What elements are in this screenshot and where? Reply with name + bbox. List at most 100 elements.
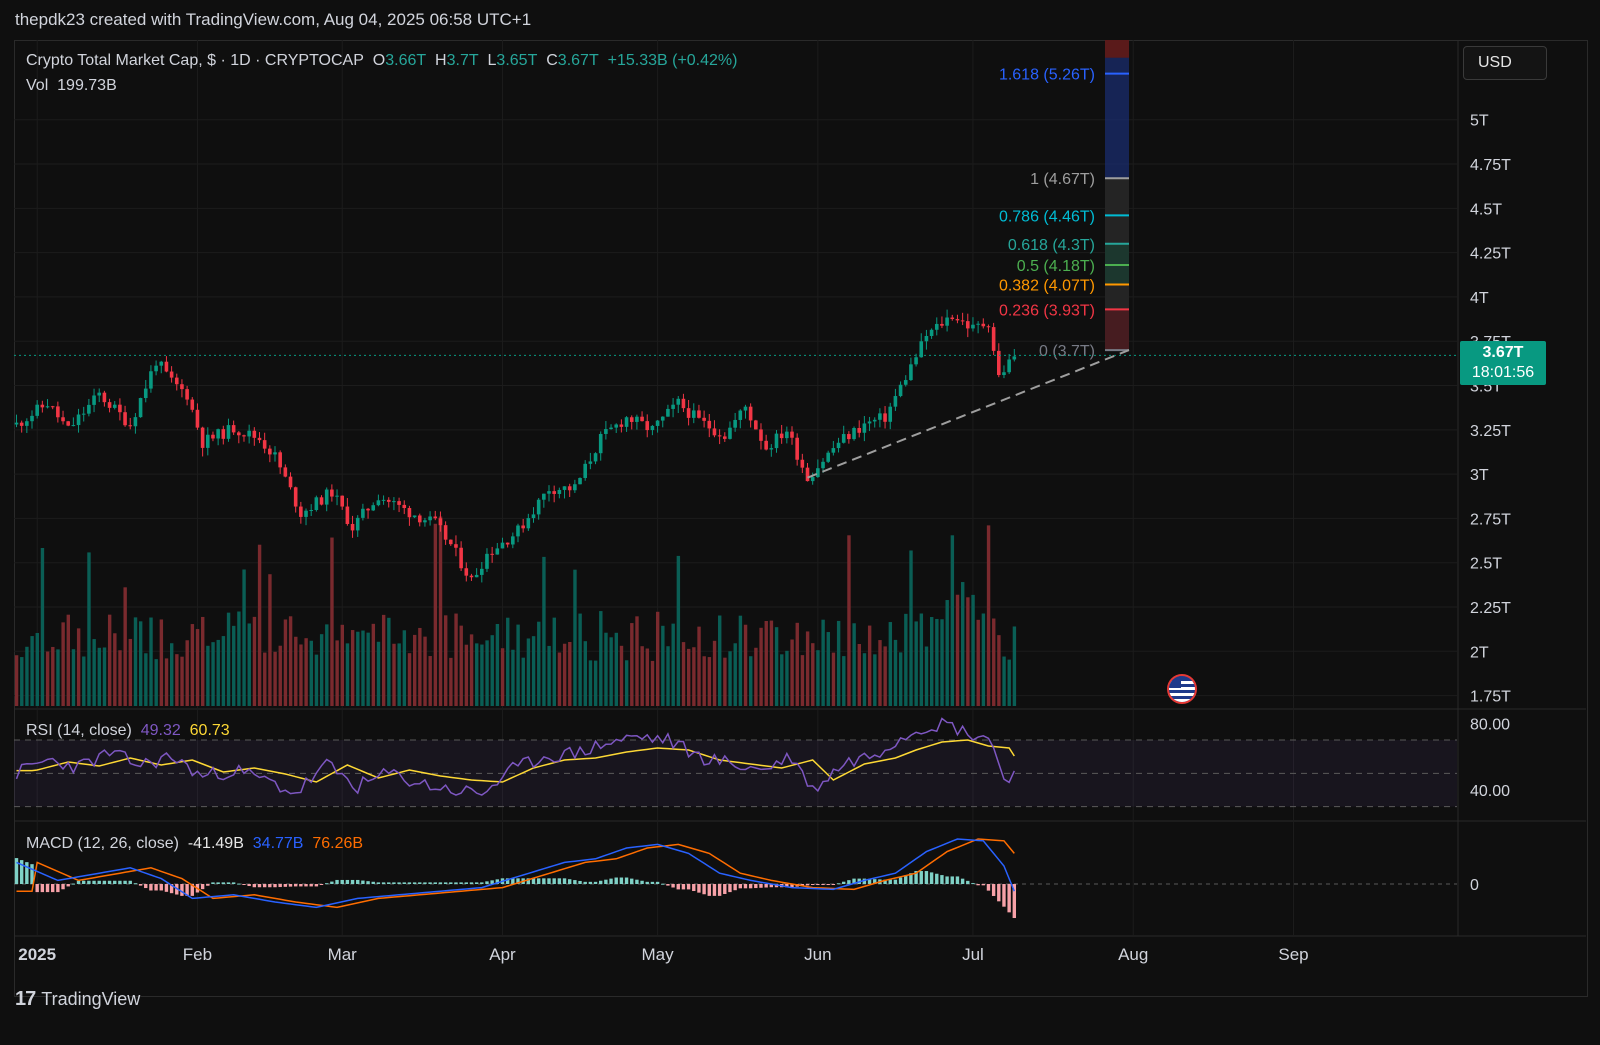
candle-body: [335, 495, 339, 497]
candle-body: [774, 433, 779, 449]
candle-body: [697, 410, 701, 418]
volume-bar: [345, 643, 350, 706]
macd-histogram-bar: [935, 873, 939, 884]
macd-histogram-bar: [630, 878, 634, 884]
high-value: 3.7T: [446, 52, 479, 69]
candle-body: [288, 476, 293, 488]
currency-button[interactable]: USD: [1463, 46, 1547, 80]
candle-body: [878, 413, 882, 420]
volume-bar: [749, 656, 753, 706]
macd-histogram-bar: [717, 884, 722, 896]
footer-brand[interactable]: 17 TradingView: [15, 988, 140, 1011]
candle-body: [273, 452, 277, 455]
volume-bar: [195, 629, 200, 706]
volume-bar: [640, 646, 644, 706]
macd-tick-label: 0: [1470, 877, 1479, 894]
candle-body: [247, 430, 251, 437]
candle-body: [867, 421, 872, 424]
candle-body: [593, 453, 598, 462]
candle-body: [728, 427, 732, 439]
y-tick-label: 3T: [1470, 467, 1489, 484]
candle-body: [464, 568, 469, 576]
volume-bar: [924, 646, 929, 706]
candle-body: [149, 371, 153, 389]
candle-body: [50, 406, 55, 408]
volume-bar: [257, 544, 262, 706]
candle-body: [1002, 372, 1006, 376]
symbol-name[interactable]: Crypto Total Market Cap, $ · 1D · CRYPTO…: [26, 52, 364, 69]
macd-histogram-bar: [754, 884, 758, 889]
macd-histogram-bar: [242, 884, 246, 885]
volume-bar: [232, 625, 236, 706]
macd-histogram-bar: [449, 882, 453, 884]
volume-bar: [66, 614, 70, 706]
candle-body: [19, 422, 24, 426]
macd-histogram-bar: [950, 876, 954, 884]
candle-body: [650, 425, 655, 431]
last-price: 3.67T: [1482, 344, 1524, 361]
volume-bar: [144, 653, 148, 706]
volume-bar: [738, 615, 743, 706]
candle-body: [681, 398, 686, 409]
volume-bar: [180, 656, 184, 706]
macd-histogram-bar: [433, 882, 437, 884]
candle-body: [671, 404, 675, 409]
last-price-tag: 3.67T 18:01:56: [1460, 341, 1546, 385]
macd-histogram-bar: [283, 884, 288, 887]
macd-histogram-bar: [909, 873, 913, 884]
macd-histogram-bar: [847, 880, 851, 884]
volume-bar: [361, 630, 365, 706]
macd-histogram-bar: [262, 884, 267, 888]
macd-histogram-bar: [278, 884, 282, 888]
macd-histogram-bar: [883, 879, 887, 884]
macd-histogram-bar: [893, 879, 898, 884]
fib-level-label: 1.618 (5.26T): [999, 67, 1095, 84]
rsi-label[interactable]: RSI (14, close): [26, 722, 132, 739]
macd-histogram-bar: [661, 883, 665, 885]
rsi-ma-line: [16, 739, 1015, 783]
macd-histogram-bar: [955, 876, 960, 884]
candle-body: [619, 424, 624, 427]
volume-bar: [883, 646, 887, 706]
us-flag-icon[interactable]: [1167, 674, 1197, 704]
volume-bar: [914, 621, 918, 706]
volume-bar: [593, 660, 598, 706]
macd-histogram-bar: [557, 878, 562, 884]
fib-zone: [1105, 309, 1129, 351]
candle-body: [676, 398, 681, 405]
macd-histogram-bar: [438, 882, 443, 884]
fib-level-label: 1 (4.67T): [1030, 171, 1095, 188]
candle-body: [790, 431, 794, 438]
volume-bar: [211, 642, 215, 706]
brand-name: TradingView: [41, 989, 141, 1009]
macd-histogram-bar: [511, 878, 515, 884]
candle-body: [852, 427, 856, 440]
candle-body: [521, 525, 525, 529]
candle-body: [257, 437, 262, 441]
macd-histogram-bar: [371, 881, 375, 884]
macd-label[interactable]: MACD (12, 26, close): [26, 835, 179, 852]
volume-bar: [87, 552, 91, 706]
volume-bar: [723, 657, 727, 706]
volume-bar: [609, 637, 613, 706]
volume-bar: [961, 582, 965, 706]
macd-histogram-bar: [898, 877, 903, 884]
macd-histogram-bar: [221, 882, 225, 884]
candle-body: [330, 489, 334, 497]
candle-body: [754, 420, 758, 430]
macd-histogram-bar: [319, 884, 324, 885]
macd-histogram-bar: [87, 880, 91, 884]
macd-histogram-bar: [748, 884, 753, 889]
candle-body: [836, 442, 841, 449]
candle-body: [826, 452, 830, 462]
candle-body: [816, 468, 820, 478]
volume-bar: [14, 655, 19, 706]
macd-histogram-bar: [966, 880, 970, 884]
macd-histogram-bar: [66, 884, 70, 887]
volume-bar: [842, 656, 846, 706]
macd-histogram-bar: [971, 883, 975, 885]
volume-bar: [511, 649, 515, 706]
macd-histogram-bar: [759, 884, 763, 888]
volume-bar: [330, 537, 334, 706]
